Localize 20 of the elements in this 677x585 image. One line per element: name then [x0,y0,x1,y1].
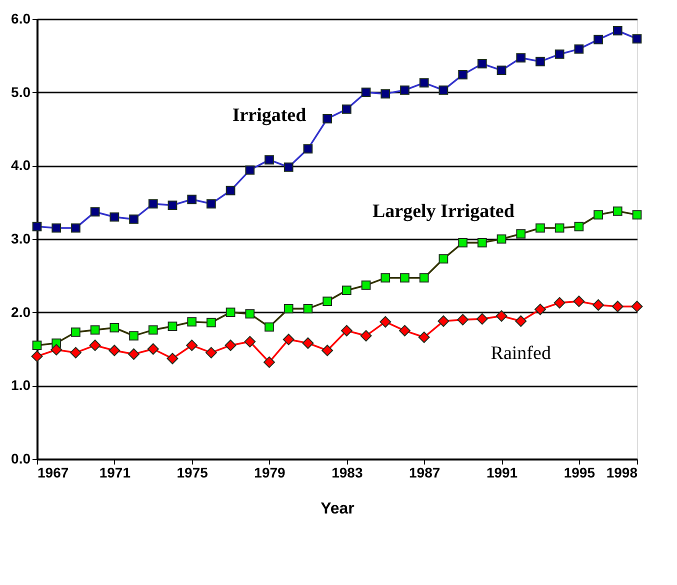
x-tick-label: 1987 [409,464,440,480]
x-axis-title: Year [320,500,354,518]
x-tick-label: 1991 [486,464,518,480]
x-tick-label: 1971 [99,464,131,480]
y-tick-label: 4.0 [11,157,31,174]
series-label: Rainfed [490,343,552,364]
y-tick-label: 3.0 [11,230,31,246]
y-tick-label: 0.0 [11,450,31,466]
x-tick-label: 1975 [176,464,208,480]
y-tick-label: 2.0 [11,304,31,320]
x-tick-label: 1995 [564,464,596,480]
x-tick-label: 1998 [606,464,638,480]
series-label: Largely Irrigated [372,200,515,222]
y-tick-label: 6.0 [11,10,31,26]
x-tick-label: 1983 [332,464,363,480]
x-tick-label: 1967 [38,464,69,480]
x-tick-label: 1979 [254,464,286,480]
y-tick-label: 1.0 [11,377,31,394]
series-label: Irrigated [232,104,307,126]
y-tick-label: 5.0 [11,84,31,100]
